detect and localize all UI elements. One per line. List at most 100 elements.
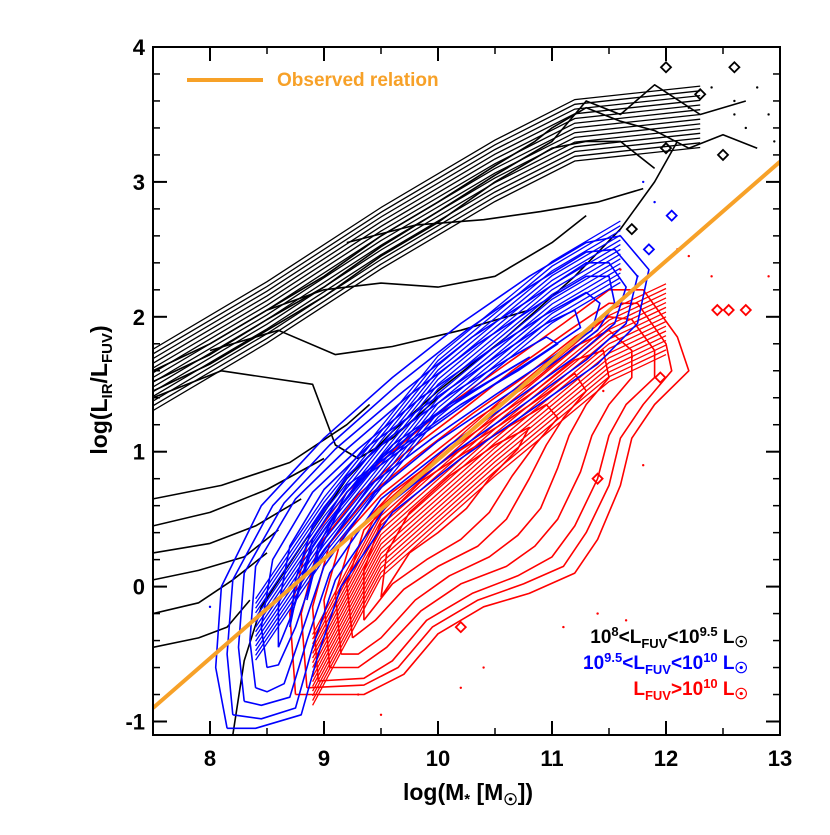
contour-level-0-4 bbox=[153, 127, 701, 393]
outlier-diamond-12 bbox=[591, 472, 604, 485]
key-black-sub: FUV bbox=[641, 636, 667, 651]
key-red-unit: L bbox=[718, 679, 735, 700]
scatter-dot-8 bbox=[642, 180, 645, 184]
legend-label-observed-relation: Observed relation bbox=[277, 70, 439, 91]
y-tick-label: 1 bbox=[133, 440, 145, 465]
key-black-sun: ☉ bbox=[735, 634, 748, 651]
x-axis-label-c: ]) bbox=[518, 779, 533, 805]
key-red-sub: FUV bbox=[645, 688, 671, 703]
x-tick-label: 10 bbox=[426, 746, 450, 771]
key-blue-unit: L bbox=[718, 653, 735, 674]
scatter-dot-23 bbox=[459, 686, 462, 689]
contour-level-1-13 bbox=[255, 220, 621, 600]
contour-2-4 bbox=[334, 349, 610, 655]
contour-level-2-10 bbox=[312, 306, 667, 659]
contour-2-1 bbox=[300, 302, 673, 689]
key-black-exp1: 8 bbox=[611, 624, 618, 639]
scatter-dot-28 bbox=[630, 356, 633, 359]
x-axis-label-sun: ☉ bbox=[503, 792, 517, 809]
contour-level-1-12 bbox=[255, 225, 621, 604]
contour-level-0-2 bbox=[153, 137, 701, 402]
x-tick-label: 12 bbox=[654, 746, 678, 771]
contour-level-2-13 bbox=[312, 292, 667, 645]
contour-level-2-6 bbox=[312, 325, 667, 678]
key-red-prefix: L bbox=[633, 679, 645, 700]
key-red-sun: ☉ bbox=[735, 686, 748, 703]
x-axis-label-b: [M bbox=[470, 779, 503, 805]
y-axis-label: log(LIR/LFUV) bbox=[86, 325, 116, 454]
key-blue-mid: <L bbox=[622, 653, 645, 674]
contour-level-1-11 bbox=[255, 229, 621, 609]
key-blue: 109.5<LFUV<1010 L☉ bbox=[583, 650, 748, 677]
series-1-contours bbox=[214, 220, 650, 730]
contour-0-13 bbox=[153, 140, 656, 392]
x-axis-label: log(M* [M☉]) bbox=[403, 779, 533, 809]
contour-level-1-9 bbox=[255, 239, 621, 618]
x-tick-label: 8 bbox=[204, 746, 216, 771]
contour-level-2-3 bbox=[312, 339, 667, 692]
contour-level-0-1 bbox=[153, 142, 701, 407]
scatter-dot-16 bbox=[687, 254, 690, 258]
contour-level-2-5 bbox=[312, 330, 667, 683]
key-blue-exp1: 9.5 bbox=[604, 650, 622, 665]
contour-level-0-11 bbox=[153, 94, 701, 360]
y-axis-label-a: log(L bbox=[86, 398, 112, 454]
scatter-dot-1 bbox=[733, 99, 736, 103]
contour-0-10 bbox=[346, 187, 644, 244]
observed-relation-line bbox=[153, 160, 780, 710]
contour-level-1-6 bbox=[255, 253, 621, 633]
scatter-dot-0 bbox=[710, 86, 713, 89]
y-tick-label: 2 bbox=[133, 305, 145, 330]
outlier-diamond-1 bbox=[728, 60, 741, 74]
contour-2-3 bbox=[323, 329, 633, 669]
x-tick-label: 13 bbox=[768, 746, 792, 771]
outlier-diamond-8 bbox=[711, 303, 724, 317]
contour-0-2 bbox=[153, 552, 268, 615]
contour-level-1-4 bbox=[255, 262, 621, 642]
contour-level-2-8 bbox=[312, 316, 667, 668]
x-axis-ticks: 8 9 10 11 12 13 bbox=[152, 47, 792, 771]
contour-level-2-2 bbox=[312, 344, 667, 697]
observed-relation-layer bbox=[153, 160, 780, 710]
contour-level-1-10 bbox=[255, 234, 621, 614]
contour-level-0-9 bbox=[153, 104, 701, 369]
scatter-dot-26 bbox=[624, 619, 628, 622]
contour-layer bbox=[153, 84, 758, 735]
contour-level-1-8 bbox=[255, 244, 621, 623]
key-blue-sun: ☉ bbox=[735, 660, 748, 677]
contour-1-4 bbox=[260, 291, 601, 669]
key-black-prefix: 10 bbox=[590, 627, 611, 648]
scatter-dot-5 bbox=[773, 140, 776, 143]
scatter-dot-20 bbox=[642, 463, 645, 467]
key-red: LFUV>1010 L☉ bbox=[633, 676, 748, 703]
contour-level-1-2 bbox=[255, 272, 621, 652]
contour-0-1 bbox=[153, 599, 251, 649]
scatter-dot-24 bbox=[482, 666, 485, 669]
outlier-diamond-7 bbox=[665, 209, 678, 222]
contour-level-2-1 bbox=[312, 349, 667, 701]
scatter-dot-9 bbox=[653, 200, 656, 204]
outlier-diamond-10 bbox=[722, 303, 735, 317]
contour-level-0-7 bbox=[153, 113, 701, 379]
contour-level-0-5 bbox=[153, 123, 701, 388]
x-axis-label-a: log(M bbox=[403, 779, 464, 805]
scatter-dot-4 bbox=[767, 113, 770, 116]
key-red-exp: 10 bbox=[703, 676, 717, 691]
key-black-mid2: <10 bbox=[667, 627, 699, 648]
outlier-diamond-11 bbox=[654, 371, 667, 384]
outlier-layer bbox=[208, 60, 776, 716]
outlier-diamond-3 bbox=[659, 141, 673, 155]
outlier-diamond-2 bbox=[693, 87, 707, 101]
scatter-dot-22 bbox=[379, 713, 383, 716]
contour-level-0-13 bbox=[153, 85, 701, 350]
scatter-dot-19 bbox=[562, 625, 565, 629]
key-black-unit: L bbox=[718, 627, 735, 648]
x-tick-label: 9 bbox=[318, 746, 330, 771]
y-tick-label: 0 bbox=[133, 575, 145, 600]
key-black-exp2: 9.5 bbox=[700, 624, 718, 639]
scatter-dot-10 bbox=[208, 605, 212, 609]
contour-level-1-7 bbox=[255, 248, 621, 628]
contour-level-1-5 bbox=[255, 258, 621, 637]
outlier-diamond-9 bbox=[739, 303, 753, 317]
